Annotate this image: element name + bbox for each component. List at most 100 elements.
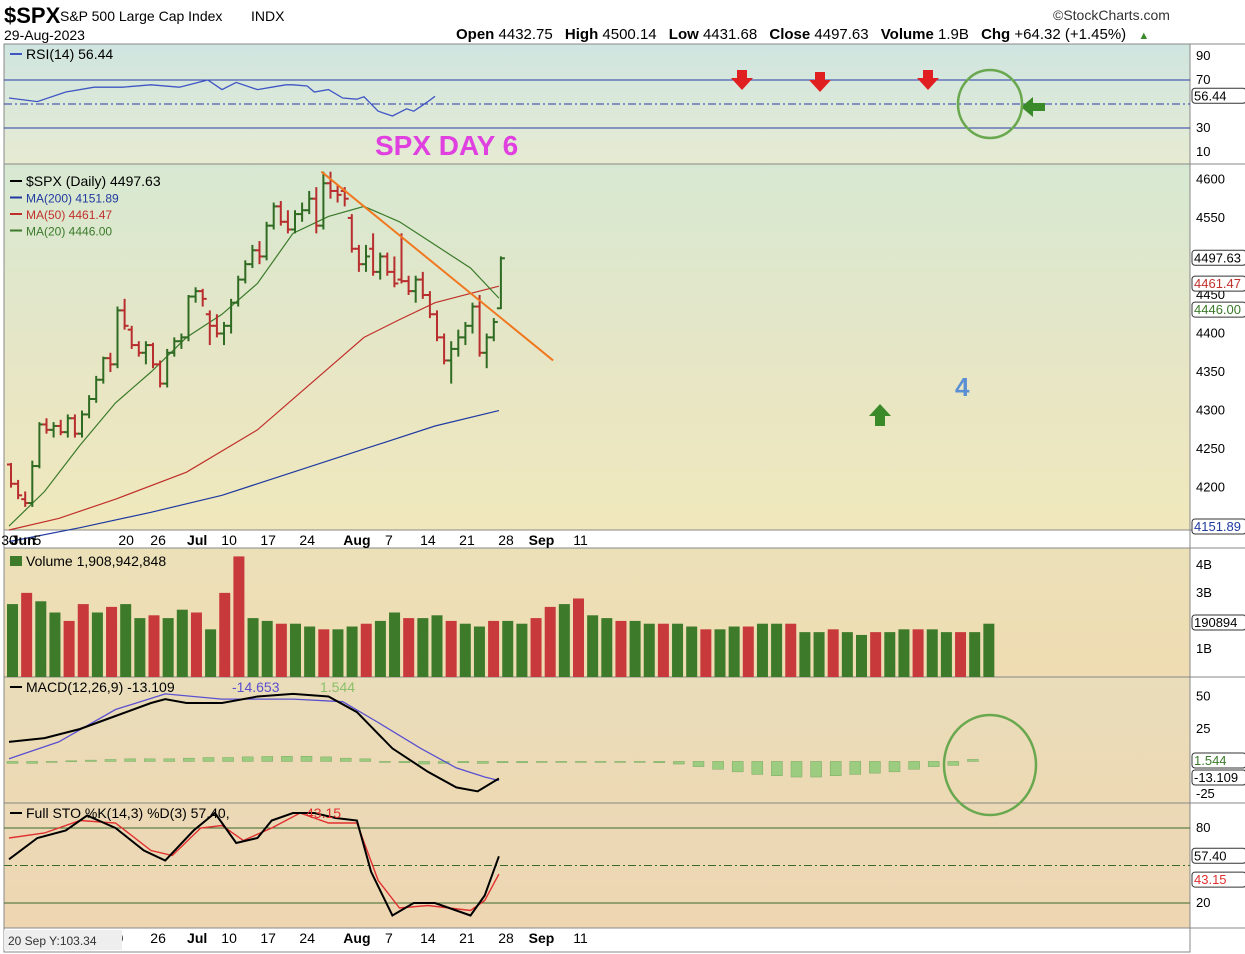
volume-bar-34	[488, 620, 500, 677]
macd-histogram-bar-8	[163, 758, 176, 762]
price-date-tick-7: 17	[260, 532, 276, 548]
quote-value-low: 4431.68	[698, 26, 762, 43]
price-legend-3: MA(20) 4446.00	[26, 225, 112, 239]
price-date-tick-9: Aug	[343, 532, 370, 548]
volume-bar-42	[601, 618, 613, 677]
sto-date-tick-10: 21	[459, 930, 475, 946]
rsi-tick-0: 90	[1196, 48, 1210, 63]
macd-histogram-bar-9	[183, 757, 195, 762]
price-date-tick-14: Sep	[529, 532, 555, 548]
macd-histogram-bar-4	[85, 759, 97, 762]
ma20-last-label-box	[1191, 301, 1245, 318]
macd-histogram-bar-20	[398, 761, 411, 763]
macd-histogram-bar-42	[829, 761, 842, 776]
price-tick-0: 4200	[1196, 480, 1225, 495]
volume-bar-3	[49, 612, 61, 677]
sto-k-last-label: 57.40	[1194, 848, 1227, 863]
annotation-wave-label: 4	[955, 372, 970, 402]
sto-d-last-label: 43.15	[1194, 872, 1227, 887]
volume-bar-4	[63, 620, 75, 677]
macd-histogram-bar-29	[575, 761, 587, 763]
resistance-trendline	[320, 170, 554, 362]
volume-bar-0	[7, 604, 18, 677]
macd-histogram-bar-17	[339, 757, 352, 762]
volume-bar-61	[870, 632, 882, 677]
axis-vol	[1189, 547, 1245, 678]
macd-histogram-bar-14	[281, 755, 293, 762]
volume-bar-47	[672, 623, 684, 677]
macd-histogram-bar-15	[300, 755, 313, 762]
macd-histogram-bar-3	[65, 760, 78, 763]
volume-bar-45	[643, 623, 655, 677]
macd-legend-1: -14.653	[232, 679, 280, 695]
price-date-tick-5: Jul	[187, 532, 207, 548]
volume-bar-16	[233, 556, 245, 677]
volume-bar-60	[856, 634, 867, 677]
quote-row: Open 4432.75 High 4500.14 Low 4431.68 Cl…	[456, 26, 1149, 43]
volume-bar-59	[841, 632, 853, 677]
sto-date-tick-2: 26	[150, 930, 166, 946]
volume-bar-13	[190, 612, 202, 677]
macd-histogram-bar-30	[594, 761, 607, 763]
quote-label-close: Close	[769, 26, 811, 43]
price-date-tick-10: 7	[385, 532, 393, 548]
volume-bar-28	[403, 618, 415, 677]
volume-tick-1: 3B	[1196, 585, 1212, 600]
crosshair-readout: 20 Sep Y:103.34	[8, 934, 97, 948]
volume-bar-25	[360, 623, 372, 677]
sto-tick-2: 20	[1196, 895, 1210, 910]
rsi-tick-1: 70	[1196, 72, 1210, 87]
macd-histogram-bar-25	[496, 761, 509, 763]
sto-date-tick-7: Aug	[343, 930, 370, 946]
price-date-tick-11: 14	[420, 532, 436, 548]
sto-date-tick-11: 28	[498, 930, 514, 946]
sto-d-last-label-box	[1191, 871, 1245, 888]
price-date-tick-0: 30	[1, 532, 17, 548]
quote-label-high: High	[564, 26, 599, 43]
volume-bar-53	[756, 623, 768, 677]
macd-signal-line	[8, 693, 500, 782]
price-tick-8: 4600	[1196, 171, 1225, 186]
macd-histogram-bar-41	[810, 761, 822, 778]
sto-date-tick-12: Sep	[529, 930, 555, 946]
ma20-line	[8, 205, 500, 527]
index-name: S&P 500 Large Cap Index	[60, 8, 223, 24]
volume-bar-68	[969, 632, 981, 677]
price-date-tick-13: 28	[498, 532, 514, 548]
volume-bar-69	[983, 623, 995, 677]
volume-bar-23	[332, 629, 344, 677]
macd-histogram-bar-19	[379, 761, 391, 763]
sto-date-tick-4: 10	[221, 930, 237, 946]
macd-histogram-bar-0	[6, 761, 19, 764]
volume-bar-10	[148, 615, 160, 677]
volume-bar-29	[417, 618, 429, 677]
rsi-last-label: 56.44	[1194, 88, 1227, 103]
volume-bar-35	[502, 620, 514, 677]
date-label: 29-Aug-2023	[4, 27, 85, 43]
panel-macd	[3, 676, 1191, 804]
volume-bar-17	[247, 618, 259, 677]
volume-bar-1	[21, 592, 33, 677]
macd-histogram-bar-34	[673, 761, 685, 765]
volume-bar-14	[205, 629, 217, 677]
panel-price	[3, 163, 1191, 531]
volume-bar-6	[91, 612, 103, 677]
sto-date-tick-8: 7	[385, 930, 393, 946]
macd-histogram-bar-45	[888, 761, 901, 773]
sto-legend-1: 43.15	[306, 805, 341, 821]
macd-histogram-bar-16	[320, 756, 332, 762]
quote-value-open: 4432.75	[494, 26, 557, 43]
volume-bar-50	[714, 629, 726, 677]
ma20-last-label: 4446.00	[1194, 302, 1241, 317]
price-tick-7: 4550	[1196, 210, 1225, 225]
price-date-tick-6: 10	[221, 532, 237, 548]
volume-bar-63	[898, 629, 910, 677]
volume-bar-66	[940, 632, 952, 677]
macd-legend-2: 1.544	[320, 679, 355, 695]
macd-histogram-bar-27	[535, 761, 548, 763]
sto-date-tick-6: 24	[299, 930, 315, 946]
rsi-line	[8, 79, 436, 117]
quote-value-chg: +64.32 (+1.45%)	[1010, 26, 1131, 43]
volume-bar-8	[120, 604, 132, 677]
volume-bar-26	[374, 620, 386, 677]
